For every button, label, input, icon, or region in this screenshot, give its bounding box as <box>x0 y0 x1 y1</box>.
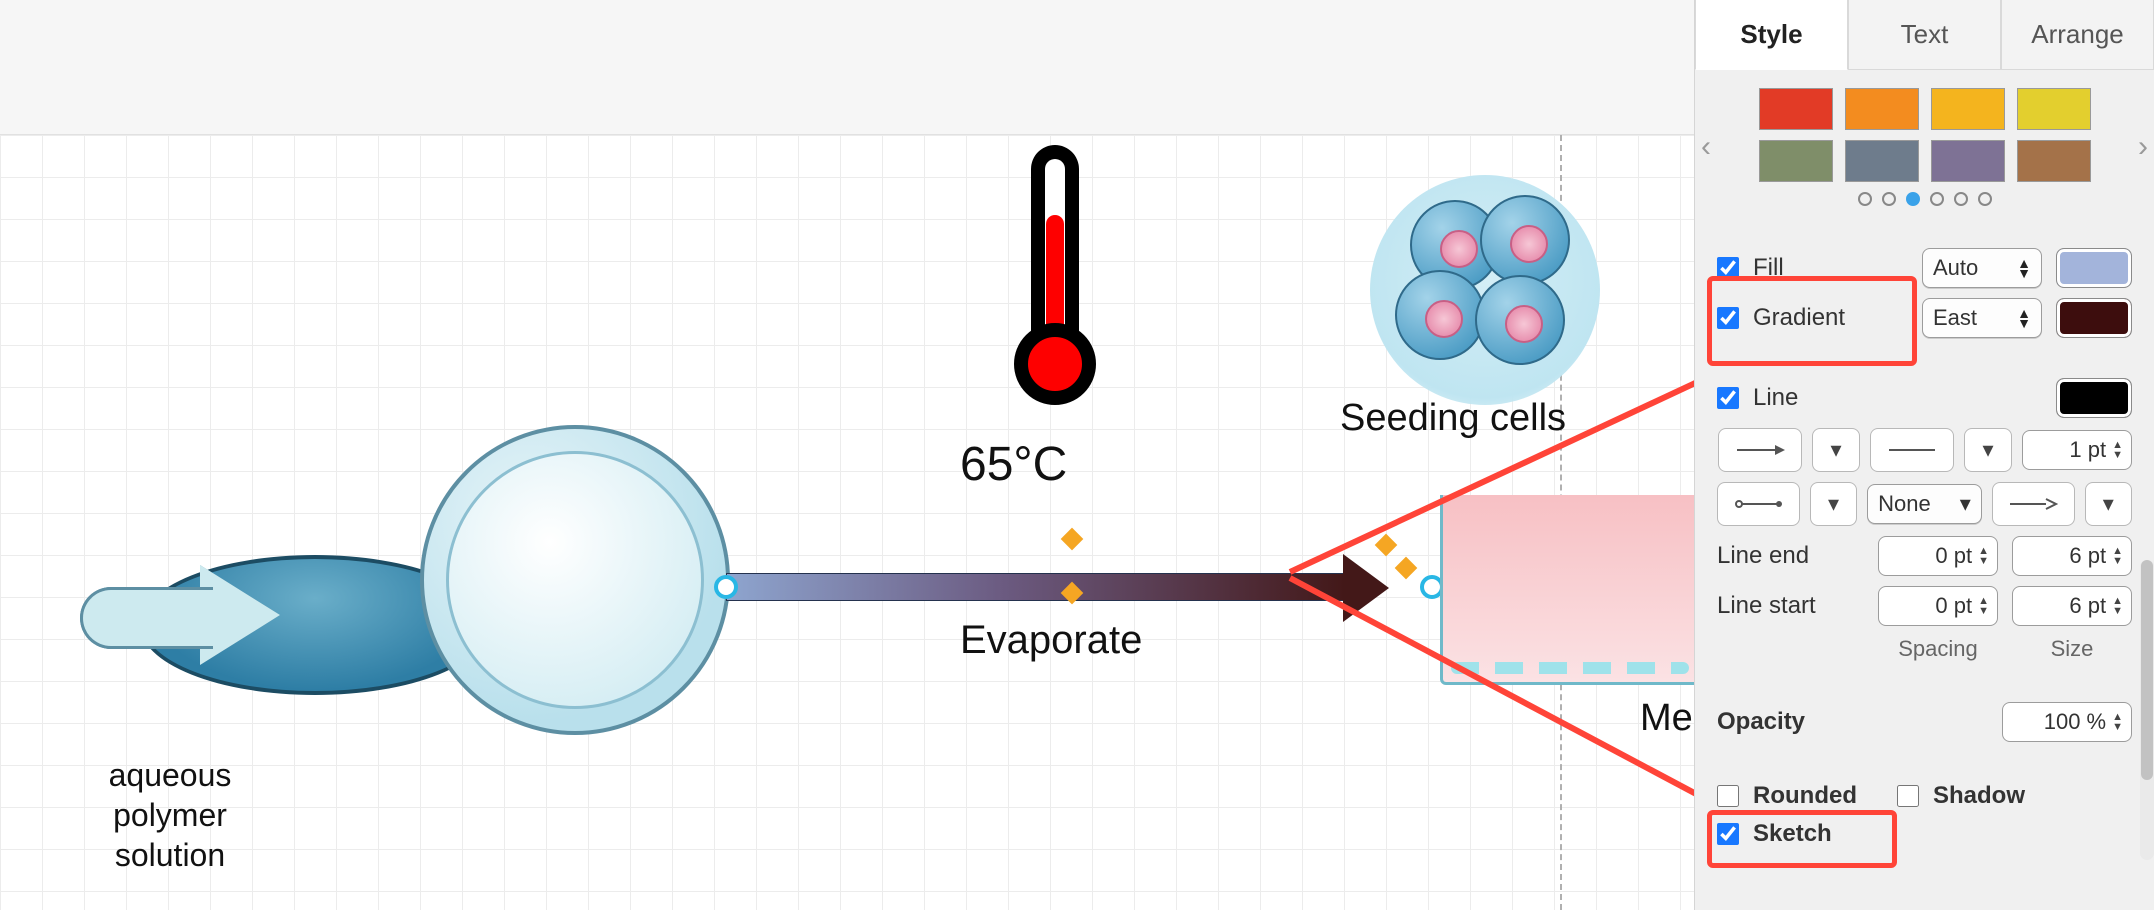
gradient-direction-value: East <box>1933 305 1977 331</box>
waypoint-diamond-r1[interactable] <box>1375 534 1398 557</box>
fill-mode-dropdown[interactable]: Auto▲▼ <box>1922 248 2042 288</box>
column-size-label: Size <box>2012 636 2132 662</box>
line-end-label: Line end <box>1717 542 1847 570</box>
temperature-label: 65°C <box>960 435 1067 495</box>
line-label: Line <box>1753 384 1798 412</box>
line-end-size-value: 6 pt <box>2069 543 2106 569</box>
fill-mode-value: Auto <box>1933 255 1978 281</box>
arrow-end-menu[interactable]: ▾ <box>2085 482 2132 526</box>
palette-page-dots <box>1715 192 2134 206</box>
line-start-label: Line start <box>1717 592 1847 620</box>
thermometer-icon[interactable] <box>1010 145 1100 405</box>
sidebar-tabs: Style Text Arrange <box>1695 0 2154 70</box>
palette-dot[interactable] <box>1858 192 1872 206</box>
membrane-label-partial: Me <box>1640 695 1693 743</box>
line-end-spacing-field[interactable]: 0 pt ▲▼ <box>1878 536 1998 576</box>
line-dash-menu[interactable]: ▾ <box>1964 428 2012 472</box>
inflow-arrow-icon[interactable] <box>200 565 280 665</box>
opacity-label: Opacity <box>1717 708 1805 736</box>
palette-dot[interactable] <box>1882 192 1896 206</box>
arrow-style-button[interactable] <box>1718 428 1802 472</box>
tab-style[interactable]: Style <box>1695 0 1848 70</box>
shadow-checkbox[interactable] <box>1897 785 1919 807</box>
stepper-icon[interactable]: ▲▼ <box>2112 712 2123 732</box>
palette-swatch[interactable] <box>2017 88 2091 130</box>
opacity-field[interactable]: 100 % ▲▼ <box>2002 702 2132 742</box>
gradient-color-well[interactable] <box>2056 298 2132 338</box>
palette-swatch[interactable] <box>1845 140 1919 182</box>
tab-text[interactable]: Text <box>1848 0 2001 70</box>
arrow-end-button[interactable] <box>1992 482 2075 526</box>
palette-dot[interactable] <box>1978 192 1992 206</box>
stepper-icon[interactable]: ▲▼ <box>1978 596 1989 616</box>
palette-dot[interactable] <box>1954 192 1968 206</box>
annotation-highlight-fill <box>1707 276 1917 366</box>
membrane-container[interactable] <box>1440 495 1694 685</box>
stepper-icon[interactable]: ▲▼ <box>2112 546 2123 566</box>
connection-style-menu[interactable]: ▾ <box>1810 482 1857 526</box>
palette-swatch[interactable] <box>1759 140 1833 182</box>
fill-color-well[interactable] <box>2056 248 2132 288</box>
palette-dot[interactable] <box>1930 192 1944 206</box>
dish-caption: aqueous polymer solution <box>40 755 300 875</box>
waypoint-value: None <box>1878 491 1931 517</box>
palette-swatch[interactable] <box>1759 88 1833 130</box>
gradient-direction-dropdown[interactable]: East▲▼ <box>1922 298 2042 338</box>
line-start-size-field[interactable]: 6 pt ▲▼ <box>2012 586 2132 626</box>
selected-arrow-shape[interactable] <box>726 573 1346 601</box>
petri-dish-lid[interactable] <box>420 425 730 735</box>
rounded-label: Rounded <box>1753 782 1857 810</box>
line-weight-field[interactable]: 1 pt ▲▼ <box>2022 430 2132 470</box>
palette-next-icon[interactable]: › <box>2138 130 2148 164</box>
arrow-style-menu[interactable]: ▾ <box>1812 428 1860 472</box>
line-dash-button[interactable] <box>1870 428 1954 472</box>
palette-dot[interactable] <box>1906 192 1920 206</box>
palette-prev-icon[interactable]: ‹ <box>1701 130 1711 164</box>
waypoint-dropdown[interactable]: None▾ <box>1867 484 1982 524</box>
top-toolbar <box>0 0 1694 135</box>
line-end-spacing-value: 0 pt <box>1935 543 1972 569</box>
annotation-highlight-sketch <box>1707 810 1897 868</box>
line-weight-value: 1 pt <box>2069 437 2106 463</box>
cells-cluster[interactable] <box>1370 175 1600 405</box>
connection-style-button[interactable] <box>1717 482 1800 526</box>
palette-swatch[interactable] <box>2017 140 2091 182</box>
waypoint-diamond-r2[interactable] <box>1395 557 1418 580</box>
cells-label: Seeding cells <box>1340 395 1566 443</box>
rounded-checkbox[interactable] <box>1717 785 1739 807</box>
stepper-icon[interactable]: ▲▼ <box>2112 440 2123 460</box>
canvas-area[interactable]: aqueous polymer solution 65°C Evaporate … <box>0 0 1694 910</box>
line-start-spacing-field[interactable]: 0 pt ▲▼ <box>1878 586 1998 626</box>
stepper-icon[interactable]: ▲▼ <box>1978 546 1989 566</box>
line-start-spacing-value: 0 pt <box>1935 593 1972 619</box>
column-spacing-label: Spacing <box>1878 636 1998 662</box>
opacity-value: 100 % <box>2044 709 2106 735</box>
line-end-size-field[interactable]: 6 pt ▲▼ <box>2012 536 2132 576</box>
shadow-label: Shadow <box>1933 782 2025 810</box>
line-start-size-value: 6 pt <box>2069 593 2106 619</box>
selection-handle-start[interactable] <box>714 575 738 599</box>
palette-swatch[interactable] <box>1845 88 1919 130</box>
scrollbar-thumb[interactable] <box>2141 560 2153 780</box>
line-checkbox[interactable] <box>1717 387 1739 409</box>
sidebar-scrollbar[interactable] <box>2140 560 2154 860</box>
drawing-canvas[interactable]: aqueous polymer solution 65°C Evaporate … <box>0 135 1694 910</box>
format-sidebar: Style Text Arrange ‹ › <box>1694 0 2154 910</box>
waypoint-diamond-top[interactable] <box>1061 528 1084 551</box>
line-color-well[interactable] <box>2056 378 2132 418</box>
tab-arrange[interactable]: Arrange <box>2001 0 2154 70</box>
palette-swatch[interactable] <box>1931 140 2005 182</box>
arrow-label: Evaporate <box>960 615 1142 665</box>
stepper-icon[interactable]: ▲▼ <box>2112 596 2123 616</box>
color-palette: ‹ › <box>1695 70 2154 228</box>
palette-swatch[interactable] <box>1931 88 2005 130</box>
